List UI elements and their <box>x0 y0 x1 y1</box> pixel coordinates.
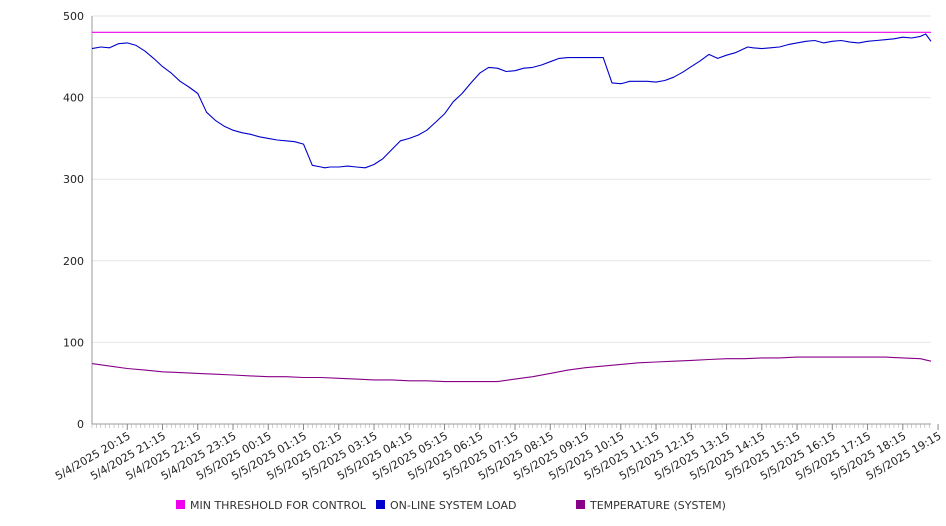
x-tick-labels: 5/4/2025 20:155/4/2025 21:155/4/2025 22:… <box>53 429 944 483</box>
y-tick-label: 500 <box>63 10 84 23</box>
series-line-2 <box>91 356 932 383</box>
legend-swatch <box>576 500 585 509</box>
legend-swatch <box>376 500 385 509</box>
legend: MIN THRESHOLD FOR CONTROL ON-LINE SYSTEM … <box>176 499 726 512</box>
series-layer <box>91 31 932 383</box>
y-tick-label: 400 <box>63 92 84 105</box>
y-tick-label: 300 <box>63 173 84 186</box>
y-tick-labels: 0 100 200 300 400 500 <box>63 10 84 431</box>
legend-label: ON-LINE SYSTEM LOAD <box>390 499 516 512</box>
grid-layer <box>92 15 931 343</box>
legend-swatch <box>176 500 185 509</box>
y-tick-label: 0 <box>77 418 84 431</box>
axis-layer <box>91 16 939 430</box>
y-tick-label: 200 <box>63 255 84 268</box>
series-line-1 <box>91 33 932 169</box>
legend-label: MIN THRESHOLD FOR CONTROL <box>190 499 367 512</box>
legend-label: TEMPERATURE (SYSTEM) <box>589 499 726 512</box>
y-tick-label: 100 <box>63 336 84 349</box>
